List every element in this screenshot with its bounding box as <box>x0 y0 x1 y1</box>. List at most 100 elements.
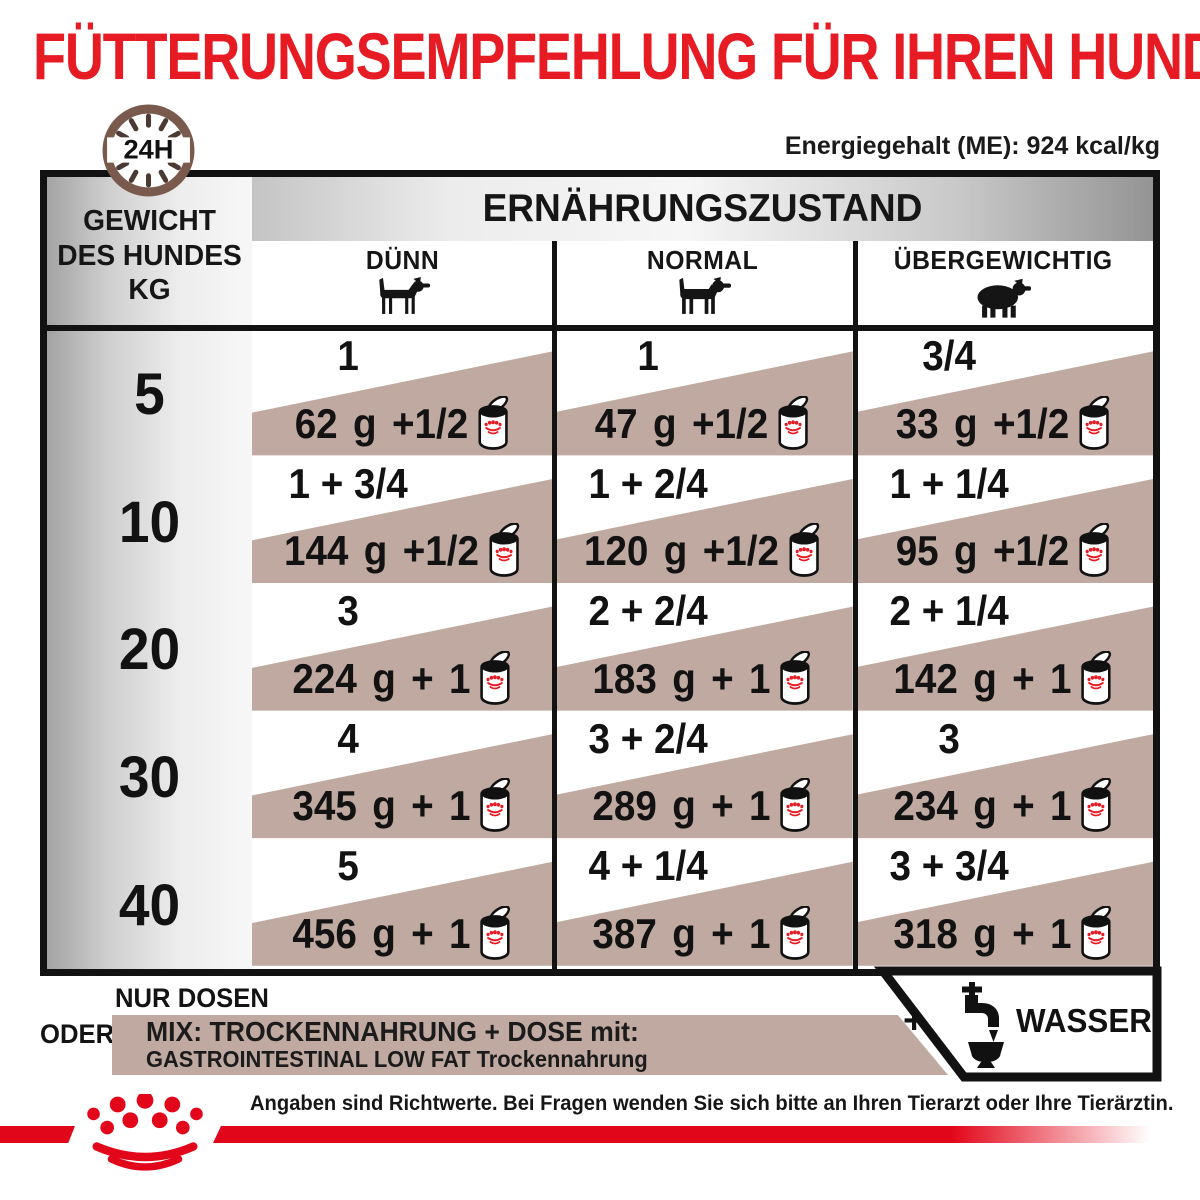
dog-thin-icon <box>379 277 430 314</box>
header-separator-line <box>47 325 1153 331</box>
mix-value: 318 g + 1 <box>893 909 1072 957</box>
cans-only-value: 4 + 1/4 <box>588 842 709 890</box>
can-icon <box>1078 395 1111 450</box>
can-icon <box>1081 778 1113 833</box>
cell-20-thin: 3 224 g + 1 <box>252 586 553 714</box>
condition-normal: NORMAL <box>552 241 852 325</box>
cans-only-value: 3 + 3/4 <box>889 842 1009 890</box>
mix-option-line1: MIX: TROCKENNAHRUNG + DOSE mit: <box>146 1016 639 1048</box>
cans-only-value: 1 + 1/4 <box>889 459 1009 507</box>
water-corner-frame <box>873 966 1162 1082</box>
mix-value: 142 g + 1 <box>893 654 1072 702</box>
can-icon <box>1078 523 1111 578</box>
option-or-label: ODER <box>40 1019 115 1049</box>
table-main-header: ERNÄHRUNGSZUSTAND <box>252 177 1153 241</box>
mix-value: 289 g + 1 <box>592 782 771 830</box>
weight-value: 30 <box>118 745 181 811</box>
red-stripe-right <box>213 1126 1160 1143</box>
cans-only-value: 3 <box>337 587 359 635</box>
weight-header-line2: DES HUNDES <box>57 239 242 272</box>
cell-10-thin: 1 + 3/4 144 g +1/2 <box>252 459 553 587</box>
weight-header-line1: GEWICHT <box>83 204 216 237</box>
option-mix-band: MIX: TROCKENNAHRUNG + DOSE mit: GASTROIN… <box>112 1015 948 1075</box>
cell-40-thin: 5 456 g + 1 <box>252 841 553 969</box>
mix-value: 387 g + 1 <box>592 909 771 957</box>
cell-20-overweight: 2 + 1/4 142 g + 1 <box>852 586 1153 714</box>
disclaimer-text: Angaben sind Richtwerte. Bei Fragen wend… <box>250 1092 1174 1115</box>
plus-sign: + <box>903 1000 926 1042</box>
can-icon <box>780 650 813 705</box>
mix-value: 33 g +1/2 <box>895 399 1069 447</box>
cans-only-value: 2 + 1/4 <box>889 587 1009 635</box>
mix-value: 183 g + 1 <box>592 654 771 702</box>
feeding-table: ERNÄHRUNGSZUSTAND GEWICHT DES HUNDES KG … <box>40 170 1160 976</box>
weight-header-line3: KG <box>128 274 171 307</box>
can-icon <box>480 778 512 833</box>
mix-value: 456 g + 1 <box>292 909 471 957</box>
weight-column-header: GEWICHT DES HUNDES KG <box>50 187 249 325</box>
mix-value: 345 g + 1 <box>292 782 471 830</box>
table-row: 5 1 62 g +1/2 1 47 g +1/2 3/4 33 g +1/2 <box>47 331 1153 459</box>
cans-only-value: 3 <box>938 714 960 762</box>
table-row: 40 5 456 g + 1 4 + 1/4 387 g + 1 3 + 3/4… <box>47 841 1153 969</box>
dog-normal-icon <box>679 277 732 314</box>
condition-overweight: ÜBERGEWICHTIG <box>853 241 1153 325</box>
cell-10-overweight: 1 + 1/4 95 g +1/2 <box>852 459 1153 587</box>
cans-only-value: 3 + 2/4 <box>588 714 709 762</box>
can-icon <box>789 523 821 578</box>
can-icon <box>778 395 810 450</box>
table-row: 20 3 224 g + 1 2 + 2/4 183 g + 1 2 + 1/4… <box>47 586 1153 714</box>
condition-thin: DÜNN <box>252 241 552 325</box>
energy-content-label: Energiegehalt (ME): 924 kcal/kg <box>784 132 1160 160</box>
mix-value: 120 g +1/2 <box>584 527 780 575</box>
can-icon <box>780 905 813 960</box>
main-header-label: ERNÄHRUNGSZUSTAND <box>482 187 923 230</box>
cans-only-value: 1 + 3/4 <box>288 459 408 507</box>
cell-30-thin: 4 345 g + 1 <box>252 714 553 842</box>
can-icon <box>480 650 512 705</box>
weight-column-background <box>47 177 252 969</box>
page-title: FÜTTERUNGSEMPFEHLUNG FÜR IHREN HUND <box>33 19 1200 93</box>
column-divider-2 <box>853 241 858 969</box>
can-icon <box>1081 650 1113 705</box>
table-row: 10 1 + 3/4 144 g +1/2 1 + 2/4 120 g +1/2… <box>47 459 1153 587</box>
weight-value: 5 <box>134 362 165 428</box>
cans-only-value: 1 + 2/4 <box>588 459 709 507</box>
clock-24h-icon: 24H <box>102 104 195 197</box>
condition-thin-label: DÜNN <box>365 245 439 275</box>
cans-only-value: 1 <box>337 332 359 379</box>
cell-5-thin: 1 62 g +1/2 <box>252 331 553 459</box>
cell-5-overweight: 3/4 33 g +1/2 <box>852 331 1153 459</box>
can-icon <box>478 395 510 450</box>
cans-only-value: 2 + 2/4 <box>588 587 709 635</box>
weight-value: 40 <box>118 872 181 938</box>
clock-label: 24H <box>123 134 173 165</box>
column-divider-1 <box>552 241 557 969</box>
cans-only-value: 5 <box>337 842 359 890</box>
can-icon <box>480 905 512 960</box>
cell-40-overweight: 3 + 3/4 318 g + 1 <box>852 841 1153 969</box>
table-body: 5 1 62 g +1/2 1 47 g +1/2 3/4 33 g +1/2 … <box>47 331 1153 969</box>
cans-only-value: 4 <box>337 714 359 762</box>
cans-only-value: 3/4 <box>921 332 976 379</box>
option-cans-only-label: NUR DOSEN <box>115 983 269 1013</box>
cell-40-normal: 4 + 1/4 387 g + 1 <box>552 841 853 969</box>
mix-value: 62 g +1/2 <box>294 399 469 447</box>
condition-overweight-label: ÜBERGEWICHTIG <box>893 245 1113 275</box>
can-icon <box>489 523 521 578</box>
cans-only-value: 1 <box>637 332 660 379</box>
cell-20-normal: 2 + 2/4 183 g + 1 <box>552 586 853 714</box>
can-icon <box>1081 905 1113 960</box>
faucet-water-icon <box>962 982 1004 1068</box>
condition-header-row: DÜNN NORMAL <box>252 241 1153 325</box>
dog-overweight-icon <box>977 278 1032 318</box>
can-icon <box>780 778 813 833</box>
cell-5-normal: 1 47 g +1/2 <box>552 331 853 459</box>
cell-10-normal: 1 + 2/4 120 g +1/2 <box>552 459 853 587</box>
condition-normal-label: NORMAL <box>646 245 759 275</box>
cell-30-overweight: 3 234 g + 1 <box>852 714 1153 842</box>
cell-30-normal: 3 + 2/4 289 g + 1 <box>552 714 853 842</box>
weight-value: 20 <box>118 617 181 683</box>
weight-value: 10 <box>118 489 181 555</box>
mix-value: 234 g + 1 <box>893 782 1072 830</box>
